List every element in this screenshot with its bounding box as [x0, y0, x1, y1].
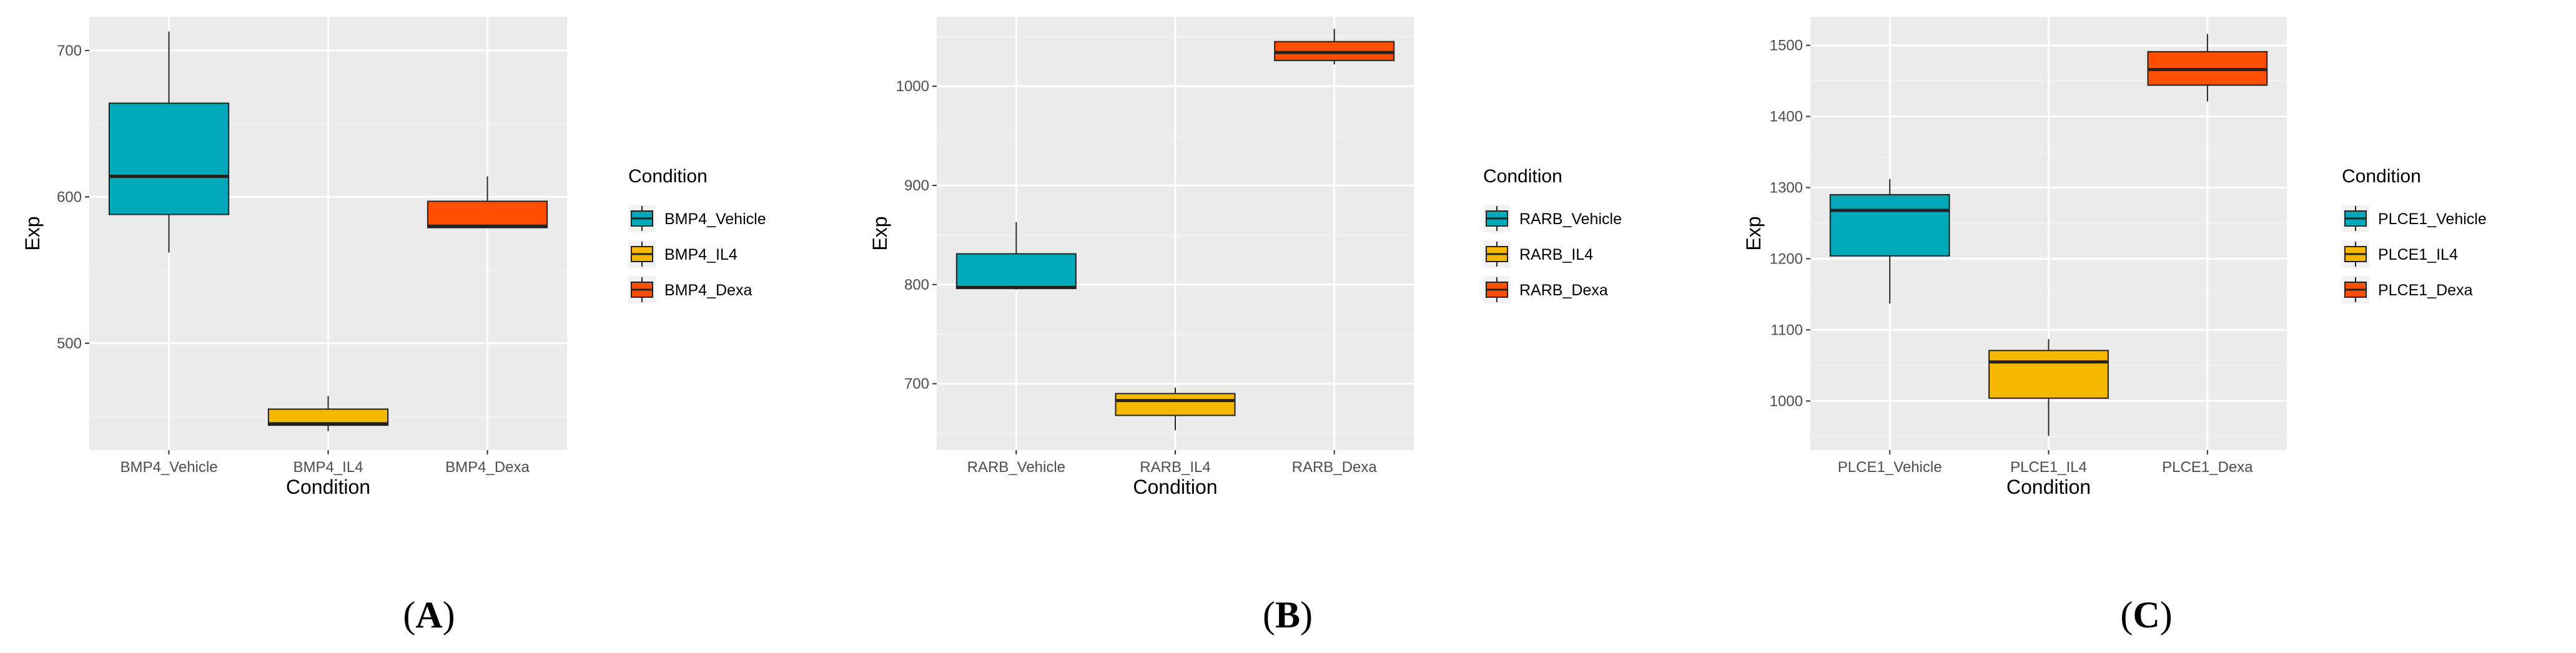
y-tick-label: 1100 — [1770, 322, 1803, 338]
x-tick-label: BMP4_Vehicle — [120, 459, 217, 476]
legend-title: Condition — [628, 166, 708, 187]
x-tick-label: RARB_Dexa — [1292, 459, 1378, 476]
legend-key — [2342, 276, 2369, 303]
legend-key — [1483, 240, 1511, 268]
box-body — [1829, 194, 1950, 257]
x-tick-label: RARB_Vehicle — [967, 459, 1065, 476]
box-RARB_Vehicle — [955, 222, 1077, 290]
panel-c: 1000 1100 1200 1300 1400 1500 PLCE1_Vehicle PLC… — [1717, 0, 2576, 653]
y-tick-label: 600 — [57, 189, 82, 205]
box-BMP4_IL4 — [267, 396, 389, 431]
legend-label: PLCE1_Dexa — [2378, 282, 2473, 299]
panel-label: (B) — [1263, 594, 1313, 636]
box-body — [427, 200, 548, 228]
y-tick-label: 800 — [904, 277, 929, 293]
y-tick-label: 1500 — [1770, 37, 1803, 54]
x-tick-label: PLCE1_Dexa — [2162, 459, 2253, 476]
x-tick-label: BMP4_Dexa — [445, 459, 530, 476]
legend-key — [2342, 205, 2369, 232]
x-tick-label: PLCE1_Vehicle — [1838, 459, 1942, 476]
y-tick-label: 500 — [57, 335, 82, 352]
legend-key — [1483, 205, 1511, 232]
legend-key — [628, 240, 656, 268]
box-RARB_Dexa — [1274, 29, 1395, 65]
legend: Condition RARB_Vehicle RARB_IL4 RARB_Dexa — [1483, 166, 1622, 303]
x-axis-title: Condition — [1133, 476, 1217, 498]
box-PLCE1_IL4 — [1988, 339, 2109, 436]
y-axis-title: Exp — [1742, 216, 1765, 250]
legend-key — [628, 276, 656, 303]
boxplot-chart: 1000 1100 1200 1300 1400 1500 PLCE1_Vehicle PLC… — [1742, 17, 2487, 636]
legend-title: Condition — [1483, 166, 1562, 187]
legend-key — [2342, 240, 2369, 268]
boxplot-chart: 700 800 900 1000 RARB_Vehicle RARB_IL4 RARB_De… — [869, 17, 1622, 636]
legend-title: Condition — [2342, 166, 2421, 187]
y-tick-label: 1200 — [1770, 250, 1803, 267]
legend-label: PLCE1_IL4 — [2378, 246, 2458, 263]
legend: Condition PLCE1_Vehicle PLCE1_IL4 PLCE1_Dex… — [2342, 166, 2487, 303]
panel-label: (A) — [403, 594, 455, 636]
box-PLCE1_Dexa — [2147, 34, 2268, 102]
box-body — [108, 102, 230, 215]
legend-label: RARB_IL4 — [1519, 246, 1593, 263]
legend-key — [1483, 276, 1511, 303]
x-tick-label: RARB_IL4 — [1140, 459, 1210, 476]
x-tick-label: PLCE1_IL4 — [2010, 459, 2087, 476]
legend-label: BMP4_Vehicle — [664, 210, 766, 228]
box-BMP4_Vehicle — [108, 31, 230, 253]
y-tick-label: 1000 — [896, 78, 929, 95]
y-tick-label: 700 — [57, 42, 82, 59]
legend-key — [628, 205, 656, 232]
x-axis-title: Condition — [286, 476, 370, 498]
box-PLCE1_Vehicle — [1829, 179, 1950, 304]
panel-b: 700 800 900 1000 RARB_Vehicle RARB_IL4 RARB_De… — [859, 0, 1717, 653]
y-axis-title: Exp — [869, 216, 891, 250]
panel-a: 500 600 700 BMP4_Vehicle BMP4_IL4 BMP4_Dexa Co… — [0, 0, 859, 653]
legend-label: PLCE1_Vehicle — [2378, 210, 2487, 228]
legend-label: BMP4_IL4 — [664, 246, 738, 263]
legend-label: BMP4_Dexa — [664, 282, 752, 299]
legend-label: RARB_Dexa — [1519, 282, 1608, 299]
y-tick-label: 1300 — [1770, 179, 1803, 196]
legend: Condition BMP4_Vehicle BMP4_IL4 BMP4_Dexa — [628, 166, 766, 303]
box-BMP4_Dexa — [427, 176, 548, 228]
x-axis-title: Condition — [2006, 476, 2091, 498]
box-RARB_IL4 — [1115, 387, 1236, 431]
y-tick-label: 900 — [904, 177, 929, 194]
y-tick-label: 1400 — [1770, 109, 1803, 125]
y-tick-label: 1000 — [1770, 393, 1803, 410]
y-axis-title: Exp — [21, 216, 44, 250]
y-tick-label: 700 — [904, 376, 929, 393]
x-tick-label: BMP4_IL4 — [293, 459, 363, 476]
panel-label: (C) — [2120, 594, 2172, 636]
legend-label: RARB_Vehicle — [1519, 210, 1622, 228]
box-body — [1115, 393, 1236, 416]
box-body — [1988, 350, 2109, 399]
box-body — [955, 253, 1077, 290]
